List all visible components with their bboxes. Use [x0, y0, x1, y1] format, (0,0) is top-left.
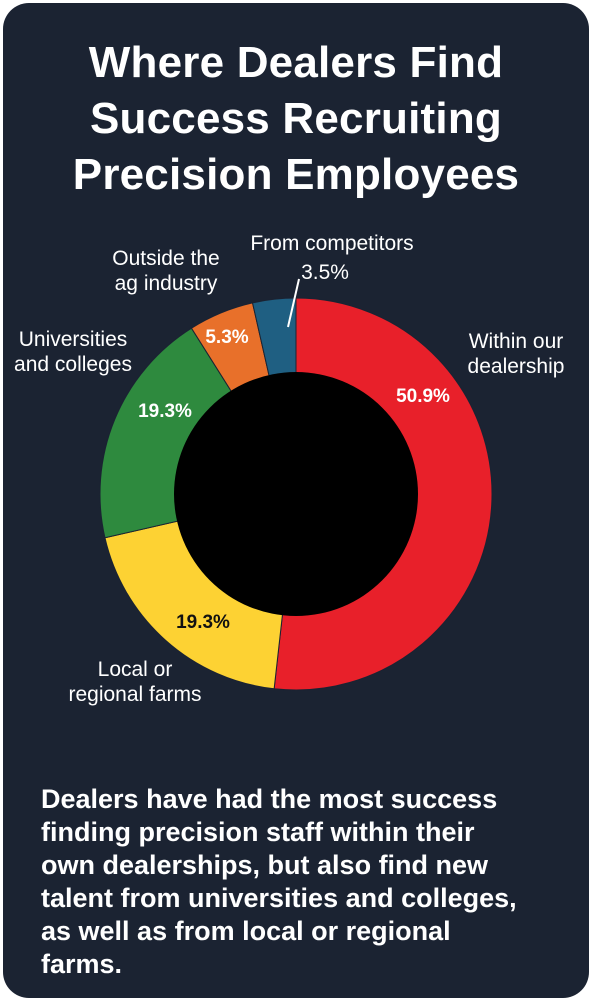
slice-category-label: Within our [469, 330, 564, 353]
leader-line [287, 278, 300, 328]
infographic-card: Where Dealers Find Success Recruiting Pr… [3, 3, 589, 998]
slice-value-label: 3.5% [301, 261, 349, 284]
caption-line-5: as well as from local or regional [41, 916, 451, 946]
caption-line-3: own dealerships, but also find new [41, 850, 489, 880]
donut-hole [174, 372, 418, 616]
slice-category-label: regional farms [68, 683, 201, 706]
caption-line-2: finding precision staff within their [41, 817, 475, 847]
title-line-1: Where Dealers Find [88, 38, 504, 87]
slice-value-label: 19.3% [176, 612, 230, 633]
slice-value-label: 5.3% [205, 327, 248, 348]
caption-line-1: Dealers have had the most success [41, 784, 498, 814]
slice-value-label: 19.3% [138, 401, 192, 422]
slice-category-label: ag industry [115, 272, 218, 295]
title-line-2: Success Recruiting [90, 94, 502, 143]
slice-category-label: and colleges [14, 353, 132, 376]
slice-category-label: Universities [19, 328, 128, 351]
caption-line-6: farms. [41, 949, 123, 979]
slice-category-label: From competitors [250, 232, 413, 255]
slice-category-label: dealership [468, 355, 565, 378]
caption-line-4: talent from universities and colleges, [41, 883, 517, 913]
slice-category-label: Local or [98, 658, 173, 681]
title-line-3: Precision Employees [72, 150, 520, 199]
slice-value-label: 50.9% [396, 386, 450, 407]
slice-category-label: Outside the [112, 247, 219, 270]
